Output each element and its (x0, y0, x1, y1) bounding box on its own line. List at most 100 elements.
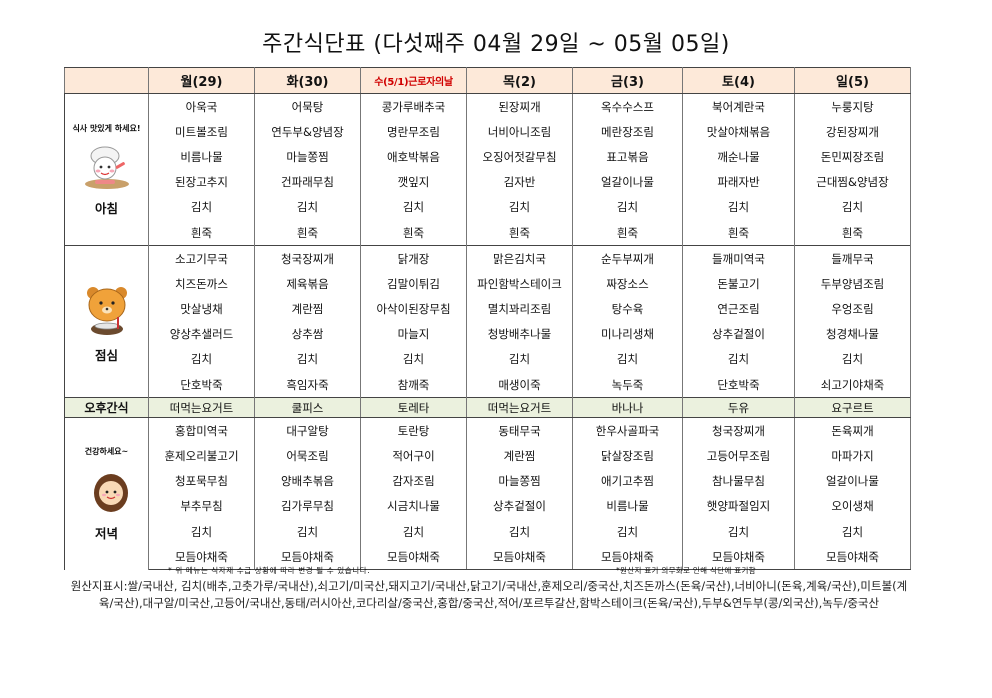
menu-item: 된장고추지 (148, 169, 255, 195)
menu-item: 북어계란국 (682, 93, 795, 120)
menu-item: 김치 (794, 519, 911, 545)
menu-row: 맛살냉채 계란찜 아삭이된장무침 멸치꽈리조림 탕수육 연근조림 우엉조림 (65, 296, 911, 322)
menu-item: 어묵탕 (254, 93, 361, 120)
menu-item: 깨순나물 (682, 144, 795, 170)
menu-item: 김치 (572, 194, 683, 220)
menu-item: 맛살야채볶음 (682, 119, 795, 145)
menu-item: 김치 (794, 346, 911, 373)
menu-item: 파인함박스테이크 (466, 271, 573, 297)
dinner-label: 저녁 (94, 526, 118, 542)
snack-item: 떠먹는요거트 (466, 397, 573, 419)
snack-item: 두유 (682, 397, 795, 419)
menu-item: 단호박죽 (682, 372, 795, 398)
menu-item: 청국장찌개 (682, 417, 795, 444)
day-header-sat: 토(4) (682, 67, 795, 94)
menu-item: 너비아니조림 (466, 119, 573, 145)
change-notice: * 위 메뉴는 식자재 수급 상황에 따라 변경 될 수 있습니다. (168, 566, 371, 575)
origin-notice: *원산지 표기 의무화로 인해 식단에 표기함 (616, 566, 756, 575)
menu-item: 멸치꽈리조림 (466, 296, 573, 322)
menu-item: 김치 (466, 519, 573, 545)
menu-item: 김치 (466, 346, 573, 373)
menu-item: 애기고추찜 (572, 468, 683, 494)
menu-item: 적어구이 (360, 443, 467, 469)
menu-item: 근대찜&양념장 (794, 169, 911, 195)
breakfast-label: 아침 (94, 200, 118, 216)
menu-row: 비름나물 마늘쫑찜 애호박볶음 오징어젓갈무침 표고볶음 깨순나물 돈민찌장조림 (65, 144, 911, 170)
menu-item: 애호박볶음 (360, 144, 467, 170)
menu-item: 연근조림 (682, 296, 795, 322)
menu-item: 한우사골파국 (572, 417, 683, 444)
snack-row: 오후간식 떠먹는요거트 쿨피스 토레타 떠먹는요거트 바나나 두유 요구르트 (64, 397, 911, 419)
menu-item: 짜장소스 (572, 271, 683, 297)
menu-item: 소고기무국 (148, 245, 255, 272)
menu-row: 양상추샐러드 상추쌈 마늘지 청방배추나물 미나리생채 상추겉절이 청경채나물 (65, 321, 911, 347)
day-header-fri: 금(3) (572, 67, 683, 94)
menu-item: 단호박죽 (148, 372, 255, 398)
menu-row: 흰죽 흰죽 흰죽 흰죽 흰죽 흰죽 흰죽 (65, 219, 911, 246)
menu-item: 감자조림 (360, 468, 467, 494)
menu-item: 김치 (682, 519, 795, 545)
menu-row: 식사 맛있게 하세요! 아침 아욱국 어묵탕 콩가루배추국 된장찌개 옥수수스프 북어계란국 누… (64, 92, 911, 246)
menu-item: 김치 (148, 519, 255, 545)
menu-item: 두부양념조림 (794, 271, 911, 297)
menu-item: 깻잎지 (360, 169, 467, 195)
menu-item: 제육볶음 (254, 271, 361, 297)
menu-item: 양배추볶음 (254, 468, 361, 494)
menu-item: 누룽지탕 (794, 93, 911, 120)
menu-item: 돈불고기 (682, 271, 795, 297)
menu-item: 김치 (254, 346, 361, 373)
menu-row: 점심 소고기무국 청국장찌개 닭개장 맑은김치국 순두부찌개 들깨미역국 들깨무국 (64, 245, 911, 398)
chef-character-icon (66, 136, 148, 192)
menu-item: 쇠고기야채죽 (794, 372, 911, 398)
menu-item: 김치 (254, 194, 361, 220)
menu-item: 메란장조림 (572, 119, 683, 145)
menu-item: 들깨미역국 (682, 245, 795, 272)
menu-item: 김치 (682, 194, 795, 220)
breakfast-label-cell: 식사 맛있게 하세요! 아침 (64, 92, 149, 246)
snack-item: 토레타 (360, 397, 467, 419)
menu-item: 동태무국 (466, 417, 573, 444)
menu-item: 돈육찌개 (794, 417, 911, 444)
menu-item: 흰죽 (794, 219, 911, 246)
menu-row: 김치 김치 김치 김치 김치 김치 김치 (65, 519, 911, 545)
lunch-label-cell: 점심 (64, 245, 149, 398)
page-title: 주간식단표 (다섯째주 04월 29일 ~ 05월 05일) (262, 32, 730, 57)
menu-item: 마파가지 (794, 443, 911, 469)
menu-item: 명란무조림 (360, 119, 467, 145)
menu-item: 건파래무침 (254, 169, 361, 195)
menu-item: 모듬야채죽 (466, 544, 573, 571)
menu-row: 훈제오리불고기 어묵조림 적어구이 계란찜 닭살장조림 고등어무조림 마파가지 (65, 443, 911, 469)
menu-item: 훈제오리불고기 (148, 443, 255, 469)
menu-item: 모듬야채죽 (794, 544, 911, 571)
day-header-tue: 화(30) (254, 67, 361, 94)
menu-item: 미트볼조림 (148, 119, 255, 145)
menu-item: 매생이죽 (466, 372, 573, 398)
menu-row: 건강하세요~ 저녁 홍합미역국 대구알탕 토란탕 동태무국 한우사골파국 청국장찌개 돈육찌개 (64, 417, 911, 570)
day-header-thu: 목(2) (466, 67, 573, 94)
menu-item: 고등어무조림 (682, 443, 795, 469)
menu-row: 김치 김치 김치 김치 김치 김치 김치 (65, 346, 911, 373)
menu-item: 김치 (572, 346, 683, 373)
menu-item: 김치 (360, 194, 467, 220)
menu-item: 김자반 (466, 169, 573, 195)
menu-item: 연두부&양념장 (254, 119, 361, 145)
menu-item: 흰죽 (572, 219, 683, 246)
menu-item: 흰죽 (360, 219, 467, 246)
menu-row: 된장고추지 건파래무침 깻잎지 김자반 얼갈이나물 파래자반 근대찜&양념장 (65, 169, 911, 195)
menu-item: 오이생채 (794, 493, 911, 519)
menu-item: 표고볶음 (572, 144, 683, 170)
snack-item: 요구르트 (794, 397, 911, 419)
menu-item: 흰죽 (466, 219, 573, 246)
menu-item: 김치 (254, 519, 361, 545)
day-header-sun: 일(5) (794, 67, 911, 94)
menu-item: 콩가루배추국 (360, 93, 467, 120)
menu-item: 마늘지 (360, 321, 467, 347)
menu-item: 상추쌈 (254, 321, 361, 347)
menu-item: 우엉조림 (794, 296, 911, 322)
menu-item: 마늘쫑찜 (254, 144, 361, 170)
menu-item: 비름나물 (572, 493, 683, 519)
girl-character-icon (66, 459, 148, 517)
menu-item: 시금치나물 (360, 493, 467, 519)
menu-item: 양상추샐러드 (148, 321, 255, 347)
menu-row: 미트볼조림 연두부&양념장 명란무조림 너비아니조림 메란장조림 맛살야채볶음 강된장찌개 (65, 119, 911, 145)
